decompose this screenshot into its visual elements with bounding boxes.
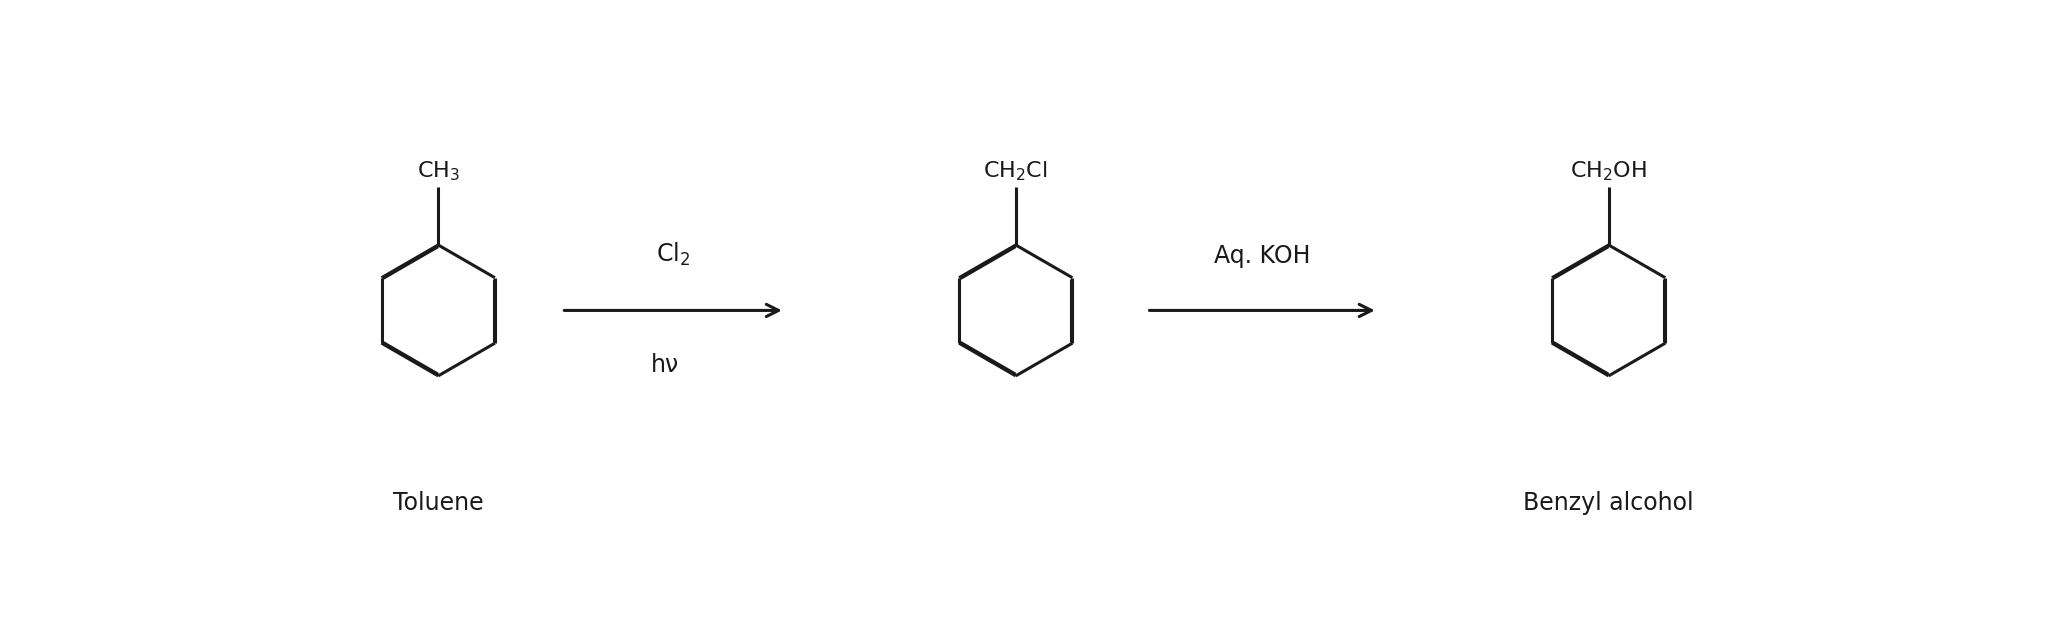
Text: Benzyl alcohol: Benzyl alcohol <box>1524 491 1694 515</box>
Text: hν: hν <box>651 353 680 377</box>
Text: CH$_3$: CH$_3$ <box>416 160 459 183</box>
Text: CH$_2$OH: CH$_2$OH <box>1571 160 1647 183</box>
Text: Toluene: Toluene <box>393 491 483 515</box>
Text: CH$_2$Cl: CH$_2$Cl <box>983 160 1049 183</box>
Text: Cl$_2$: Cl$_2$ <box>655 241 690 268</box>
Text: Aq. KOH: Aq. KOH <box>1214 244 1311 268</box>
